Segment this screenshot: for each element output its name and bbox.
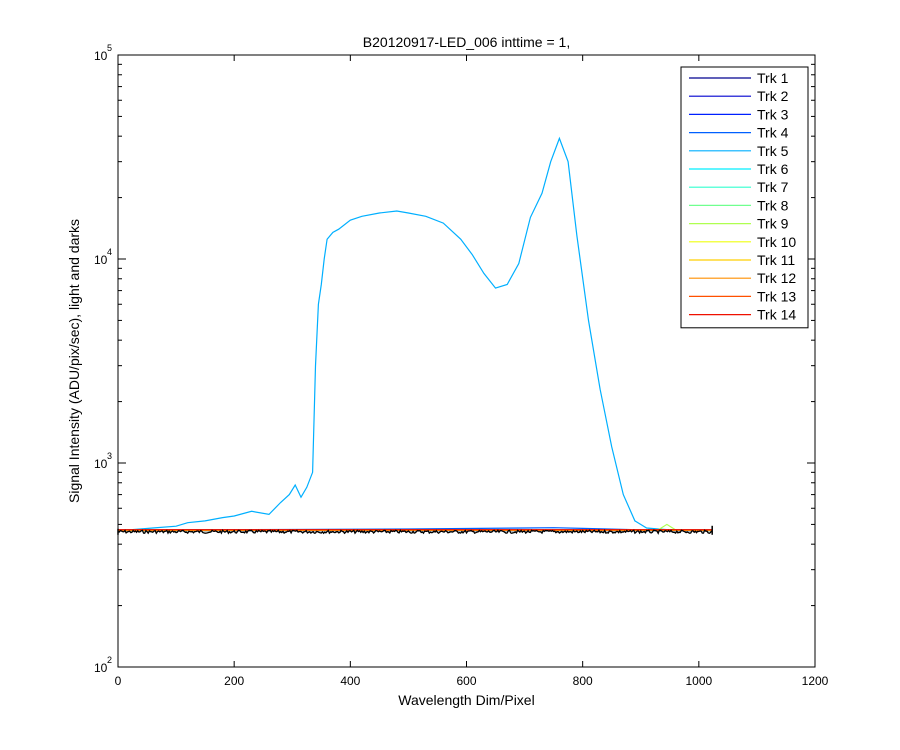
y-tick-label: 10 [94, 253, 108, 267]
legend-label: Trk 13 [757, 288, 796, 304]
y-axis-label: Signal Intensity (ADU/pix/sec), light an… [66, 219, 82, 503]
legend-label: Trk 6 [757, 161, 789, 177]
legend-label: Trk 8 [757, 197, 789, 213]
y-tick-label: 10 [94, 49, 108, 63]
x-tick-label: 0 [115, 674, 122, 688]
x-tick-label: 800 [573, 674, 593, 688]
y-tick-exponent: 4 [107, 247, 112, 257]
legend-label: Trk 5 [757, 143, 789, 159]
dark-baseline-line [117, 529, 713, 535]
legend-label: Trk 1 [757, 70, 789, 86]
x-tick-label: 1000 [685, 674, 712, 688]
legend-label: Trk 4 [757, 125, 789, 141]
x-axis-label: Wavelength Dim/Pixel [398, 692, 534, 708]
y-tick-exponent: 5 [107, 43, 112, 53]
legend-label: Trk 9 [757, 216, 789, 232]
y-tick-label: 10 [94, 457, 108, 471]
y-tick-exponent: 3 [107, 451, 112, 461]
legend-label: Trk 11 [757, 252, 795, 268]
legend-label: Trk 14 [757, 307, 796, 323]
series-line-trk-5 [118, 136, 713, 531]
legend-label: Trk 2 [757, 88, 789, 104]
legend-label: Trk 10 [757, 234, 796, 250]
legend-box [680, 66, 809, 329]
legend-label: Trk 12 [757, 270, 796, 286]
legend-label: Trk 3 [757, 106, 789, 122]
x-tick-label: 400 [340, 674, 360, 688]
legend-label: Trk 7 [757, 179, 789, 195]
chart-title: B20120917-LED_006 inttime = 1, [363, 34, 570, 50]
y-tick-label: 10 [94, 661, 108, 675]
x-tick-label: 600 [456, 674, 476, 688]
y-tick-exponent: 2 [107, 655, 112, 665]
x-tick-label: 200 [224, 674, 244, 688]
x-tick-label: 1200 [802, 674, 829, 688]
